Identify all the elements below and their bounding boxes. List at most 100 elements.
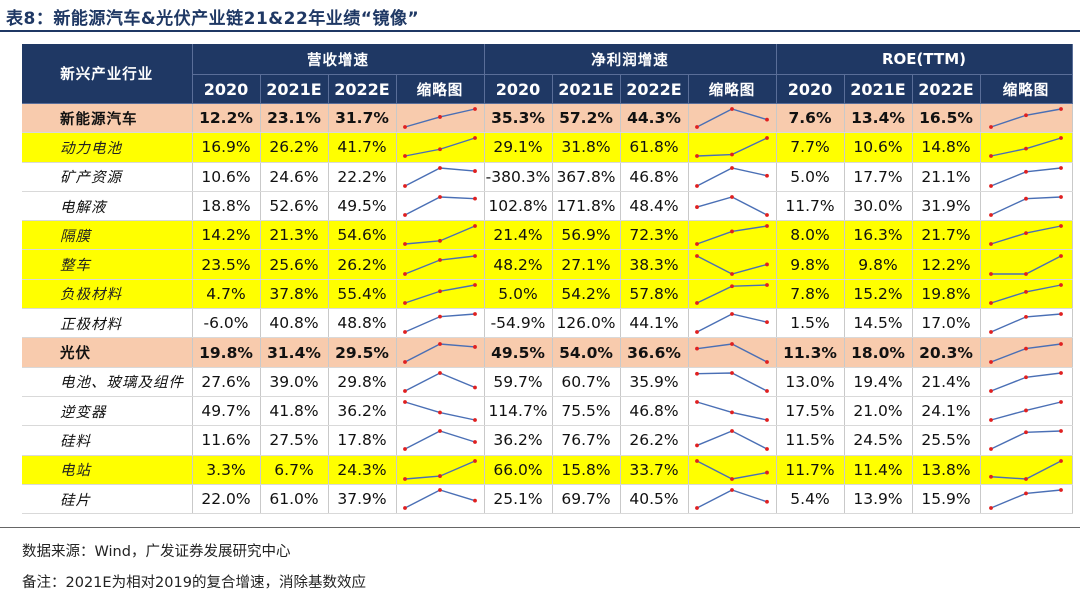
sparkline-point <box>438 370 442 375</box>
sparkline-point <box>1024 430 1028 435</box>
roe-value: 13.4% <box>844 103 913 134</box>
sparkline-line <box>696 255 768 275</box>
sparkline-chart <box>695 224 769 247</box>
sparkline-chart <box>403 195 477 217</box>
sparkline-point <box>765 499 769 504</box>
np-value: 126.0% <box>552 308 621 339</box>
header-row-years: 2020 2021E 2022E 缩略图 2020 2021E 2022E 缩略… <box>22 74 1073 104</box>
rev-value: 31.7% <box>328 103 397 134</box>
np-value: 33.7% <box>620 455 689 485</box>
year-header: 2022E <box>620 74 689 104</box>
roe-value: 17.7% <box>844 162 913 192</box>
roe-value: 24.1% <box>912 396 981 427</box>
sparkline-line <box>990 284 1062 304</box>
roe-thumbnail <box>980 308 1073 339</box>
rev-value: 61.0% <box>260 484 329 515</box>
sparkline-point <box>438 239 442 244</box>
sparkline-point <box>989 301 993 305</box>
sparkline-chart <box>695 107 769 130</box>
roe-thumbnail <box>980 132 1073 163</box>
table-row: 硅片 22.0% 61.0% 37.9% 25.1% 69.7% 40.5% 5.4% 13.9… <box>22 484 1073 515</box>
roe-value: 16.5% <box>912 103 981 134</box>
sparkline-point <box>473 344 477 349</box>
sparkline-point <box>403 154 407 159</box>
sparkline-point <box>1059 253 1063 258</box>
sparkline-chart <box>989 312 1063 335</box>
table-row: 新能源汽车 12.2% 23.1% 31.7% 35.3% 57.2% 44.3% 7.6% 1… <box>22 103 1073 134</box>
roe-thumbnail <box>980 367 1073 397</box>
sparkline-point <box>695 506 699 510</box>
rev-thumbnail <box>396 484 485 515</box>
sparkline-point <box>403 301 407 305</box>
sparkline-point <box>403 359 407 364</box>
sparkline-point <box>473 385 477 390</box>
roe-value: 17.0% <box>912 308 981 339</box>
sparkline-point <box>765 418 769 423</box>
np-thumbnail <box>688 191 777 222</box>
roe-thumbnail <box>980 103 1073 134</box>
sparkline-line <box>990 225 1062 245</box>
rev-value: 17.8% <box>328 425 397 456</box>
table-row: 电池、玻璃及组件 27.6% 39.0% 29.8% 59.7% 60.7% 35.9% 13… <box>22 367 1073 397</box>
sparkline-chart <box>403 341 477 364</box>
np-thumbnail <box>688 279 777 310</box>
table-row: 逆变器 49.7% 41.8% 36.2% 114.7% 75.5% 46.8% 17.5% 2… <box>22 396 1073 427</box>
sparkline-point <box>695 371 699 376</box>
roe-value: 9.8% <box>844 249 913 280</box>
rev-thumbnail <box>396 279 485 310</box>
sparkline-point <box>695 330 699 335</box>
roe-value: 11.5% <box>776 425 845 456</box>
rev-value: 14.2% <box>192 220 261 251</box>
np-value: 27.1% <box>552 249 621 280</box>
np-value: 49.5% <box>484 337 553 368</box>
roe-value: 11.4% <box>844 455 913 485</box>
sparkline-point <box>1059 400 1063 405</box>
np-value: 48.4% <box>620 191 689 222</box>
sparkline-point <box>438 473 442 478</box>
rev-value: 31.4% <box>260 337 329 368</box>
rev-thumbnail <box>396 308 485 339</box>
sparkline-point <box>730 476 734 481</box>
rev-value: 25.6% <box>260 249 329 280</box>
sparkline-point <box>989 154 993 159</box>
sparkline-point <box>473 107 477 112</box>
sparkline-point <box>1059 370 1063 375</box>
np-value: 54.0% <box>552 337 621 368</box>
industry-name: 电池、玻璃及组件 <box>22 367 193 397</box>
industry-name: 电解液 <box>22 191 193 222</box>
rev-value: 3.3% <box>192 455 261 485</box>
sparkline-point <box>1059 283 1063 287</box>
sparkline-line <box>991 255 1062 275</box>
sparkline-point <box>438 410 442 415</box>
sparkline-point <box>473 224 477 229</box>
sparkline-chart <box>695 429 769 452</box>
sparkline-line <box>404 284 476 304</box>
sparkline-point <box>730 195 734 199</box>
rev-value: 36.2% <box>328 396 397 427</box>
industry-name: 负极材料 <box>22 279 193 310</box>
year-header: 2020 <box>484 74 553 104</box>
roe-value: 21.4% <box>912 367 981 397</box>
sparkline-point <box>473 168 477 173</box>
sparkline-line <box>990 460 1062 480</box>
sparkline-point <box>1024 289 1028 294</box>
sparkline-point <box>765 320 769 325</box>
row-header-cell: 新兴产业行业 <box>22 44 193 104</box>
rev-value: 24.3% <box>328 455 397 485</box>
sparkline-line <box>404 342 476 363</box>
sparkline-point <box>695 253 699 258</box>
np-value: 102.8% <box>484 191 553 222</box>
np-value: 60.7% <box>552 367 621 397</box>
roe-value: 7.8% <box>776 279 845 310</box>
roe-value: 5.4% <box>776 484 845 515</box>
sparkline-point <box>403 125 407 130</box>
sparkline-point <box>403 388 407 393</box>
sparkline-chart <box>989 283 1063 305</box>
sparkline-point <box>765 388 769 393</box>
sparkline-chart <box>403 165 477 188</box>
rev-value: 37.8% <box>260 279 329 310</box>
np-value: 59.7% <box>484 367 553 397</box>
sparkline-point <box>765 447 769 452</box>
sparkline-chart <box>403 253 477 276</box>
thumbnail-header: 缩略图 <box>396 74 485 104</box>
